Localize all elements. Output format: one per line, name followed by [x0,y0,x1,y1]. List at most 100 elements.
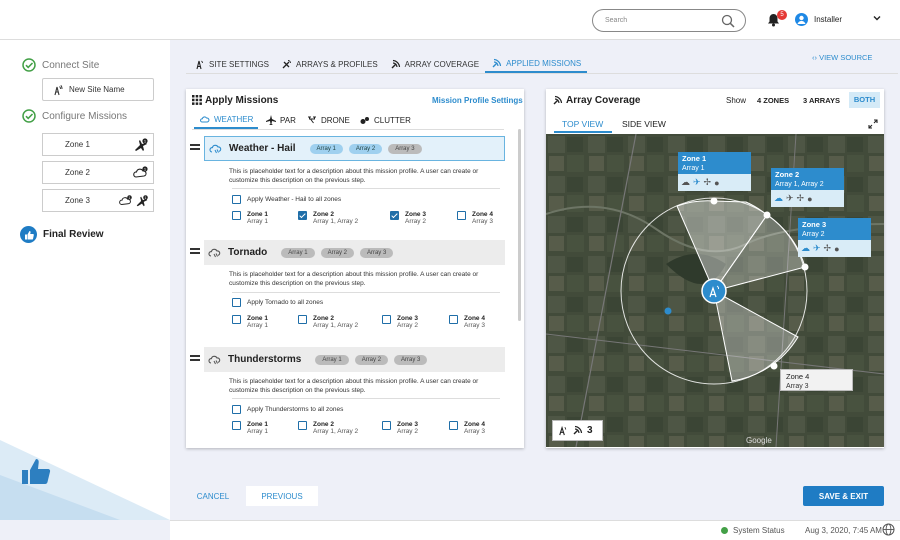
globe-icon[interactable] [882,523,895,536]
svg-text:1: 1 [144,138,147,143]
zone-4-checkbox[interactable]: Zone 4 Array 3 [457,211,493,225]
mission-header[interactable]: Tornado Array 1 Array 2 Array 3 [204,240,505,265]
mission-tab-clutter[interactable]: CLUTTER [360,115,411,125]
zone-1-checkbox[interactable]: Zone 1 Array 1 [232,315,268,329]
tab-top-view[interactable]: TOP VIEW [562,119,604,129]
zone-3-checkbox[interactable]: Zone 3 Array 2 [382,315,418,329]
zone-label: Zone 2 [65,168,90,177]
previous-button[interactable]: PREVIOUS [246,486,318,506]
mission-tabs-divider [192,129,504,130]
zone-4-checkbox[interactable]: Zone 4 Array 3 [449,421,485,435]
mission-tab-par[interactable]: PAR [266,115,296,125]
mission-name: Tornado [228,247,268,258]
zone-card-2[interactable]: Zone 2 Array 1, Array 2 ☁ ✈ ✢ ● [771,168,844,207]
cancel-button[interactable]: CANCEL [196,491,230,501]
avatar[interactable] [795,13,808,26]
sidebar-zone-1[interactable]: Zone 1 1 [42,133,154,156]
show-zones-option[interactable]: 4 ZONES [757,96,790,105]
checkbox[interactable] [298,315,307,324]
mission-profile-settings-link[interactable]: Mission Profile Settings [432,96,523,105]
checkbox[interactable] [232,315,241,324]
search-input[interactable]: Search [592,9,746,32]
zone-card-name: Zone 3 [798,218,871,231]
tab-applied-missions[interactable]: APPLIED MISSIONS [485,55,588,73]
expand-icon[interactable] [868,119,878,129]
checkbox[interactable] [232,298,241,307]
mission-header[interactable]: Thunderstorms Array 1 Array 2 Array 3 [204,347,505,372]
zone-card-arrays: Array 3 [786,383,809,390]
apply-all-checkbox[interactable]: Apply Thunderstorms to all zones [232,405,343,414]
mission-weather-hail: Weather - Hail Array 1 Array 2 Array 3 T… [190,136,505,246]
drone-icon [308,116,316,124]
drone-icon: ✢ [703,177,712,187]
zone-2-checkbox[interactable]: Zone 2 Array 1, Array 2 [298,211,358,225]
zone-2-checkbox[interactable]: Zone 2 Array 1, Array 2 [298,421,358,435]
zone-1-checkbox[interactable]: Zone 1 Array 1 [232,421,268,435]
mission-tab-drone[interactable]: DRONE [307,115,350,125]
search-icon[interactable] [721,14,735,28]
show-both-option[interactable]: BOTH [849,92,880,108]
zone-card-4[interactable]: Zone 4 Array 3 [780,369,853,391]
array-pill: Array 2 [320,247,354,258]
user-name[interactable]: Installer [814,15,843,24]
scrollbar[interactable] [518,129,521,321]
zone-card-1[interactable]: Zone 1 Array 1 ☁ ✈ ✢ ● [678,152,751,191]
zone-1-checkbox[interactable]: Zone 1 Array 1 [232,211,268,225]
view-source-link[interactable]: ‹› VIEW SOURCE [812,53,872,62]
zone-name: Zone 2 [313,421,334,428]
tab-array-coverage[interactable]: ARRAY COVERAGE [384,55,485,73]
plane-icon: ✈ [786,193,794,203]
drag-handle-icon[interactable] [190,248,200,256]
mission-tab-weather[interactable]: WEATHER [200,115,253,124]
checkbox[interactable] [449,421,458,430]
step-final-review[interactable]: Final Review [20,226,104,243]
save-exit-button[interactable]: SAVE & EXIT [803,486,884,506]
coverage-icon [553,95,563,105]
checkbox[interactable] [457,211,466,220]
plane-icon: 1 [136,194,148,206]
checkbox[interactable] [390,211,399,220]
checkbox[interactable] [449,315,458,324]
show-arrays-option[interactable]: 3 ARRAYS [803,96,840,105]
tab-side-view[interactable]: SIDE VIEW [622,119,666,129]
clutter-icon: ● [834,243,840,254]
clutter-icon [360,117,369,124]
step-connect-site[interactable]: Connect Site [22,58,99,72]
zone-card-3[interactable]: Zone 3 Array 2 ☁ ✈ ✢ ● [798,218,871,257]
step-configure-missions[interactable]: Configure Missions [22,109,127,123]
checkbox[interactable] [382,421,391,430]
apply-all-checkbox[interactable]: Apply Weather - Hail to all zones [232,195,341,204]
system-status[interactable]: System Status [721,526,785,535]
checkbox[interactable] [232,405,241,414]
drag-handle-icon[interactable] [190,355,200,363]
clutter-icon: ● [807,193,813,204]
tab-site-settings[interactable]: SITE SETTINGS [188,55,275,73]
cloud-icon [209,144,222,153]
bell-icon[interactable] [767,13,780,27]
zone-3-checkbox[interactable]: Zone 3 Array 2 [382,421,418,435]
chevron-down-icon[interactable] [872,13,882,23]
zone-3-checkbox[interactable]: Zone 3 Array 2 [390,211,426,225]
sidebar-zone-2[interactable]: Zone 2 1 [42,161,154,184]
checkbox[interactable] [232,211,241,220]
checkbox[interactable] [382,315,391,324]
step-label: Connect Site [42,59,100,71]
checkbox[interactable] [232,421,241,430]
checkbox[interactable] [298,211,307,220]
zone-card-name: Zone 2 [771,168,844,181]
coverage-icon [391,59,400,68]
drag-handle-icon[interactable] [190,144,200,152]
apply-all-checkbox[interactable]: Apply Tornado to all zones [232,298,323,307]
zone-name: Zone 4 [464,315,485,322]
zone-arrays: Array 1 [247,428,268,435]
tab-arrays-profiles[interactable]: ARRAYS & PROFILES [275,55,384,73]
divider [232,188,500,189]
checkbox[interactable] [232,195,241,204]
mission-header[interactable]: Weather - Hail Array 1 Array 2 Array 3 [204,136,505,161]
zone-4-checkbox[interactable]: Zone 4 Array 3 [449,315,485,329]
clutter-icon: ● [714,177,720,188]
site-name-field[interactable]: New Site Name [42,78,154,101]
zone-2-checkbox[interactable]: Zone 2 Array 1, Array 2 [298,315,358,329]
sidebar-zone-3[interactable]: Zone 3 1 1 [42,189,154,212]
checkbox[interactable] [298,421,307,430]
